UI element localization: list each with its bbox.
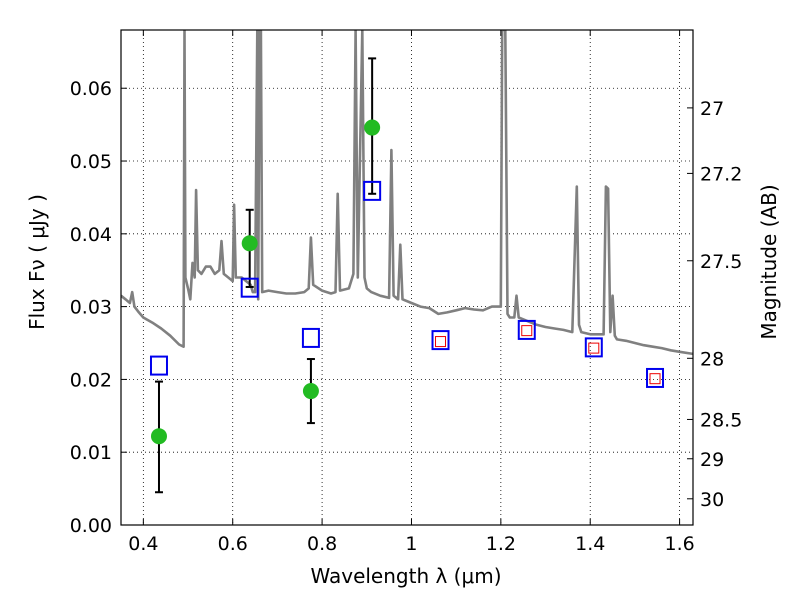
x-axis-title: Wavelength λ (μm) xyxy=(310,564,501,588)
y2-tick-label-3: 28 xyxy=(700,348,724,370)
y-tick-label-1: 0.01 xyxy=(70,442,112,464)
y2-tick-label-4: 28.5 xyxy=(700,409,742,431)
y-tick-label-6: 0.06 xyxy=(70,78,112,100)
y-tick-label-2: 0.02 xyxy=(70,369,112,391)
model-inner-point-2 xyxy=(588,342,600,354)
plot-frame xyxy=(120,29,694,526)
x-tick-label-1: 0.6 xyxy=(218,533,248,555)
y-tick-label-5: 0.05 xyxy=(70,151,112,173)
x-tick-label-5: 1.4 xyxy=(575,533,605,555)
model-point-2 xyxy=(301,327,320,348)
model-point-0 xyxy=(149,355,168,376)
y2-tick-label-5: 29 xyxy=(700,449,724,471)
y-tick-label-0: 0.00 xyxy=(70,515,112,537)
y2-axis-title: Magnitude (AB) xyxy=(757,184,781,339)
model-point-1 xyxy=(240,277,259,298)
markers xyxy=(149,57,665,494)
model-point-4 xyxy=(431,330,450,351)
y2-tick-label-1: 27.2 xyxy=(700,163,742,185)
observed-point-1 xyxy=(241,235,258,252)
axis-ticks: 0.4 0.6 0.8 1 1.2 1.4 1.6 0.00 0.01 0.02 0.03 0.04 0… xyxy=(70,30,742,555)
model-point-3 xyxy=(363,180,382,201)
y-tick-label-4: 0.04 xyxy=(70,224,112,246)
model-point-6 xyxy=(584,337,603,358)
model-point-5 xyxy=(517,319,536,340)
spectrum-line xyxy=(121,30,693,356)
model-inner-point-0 xyxy=(435,336,447,348)
observed-point-2 xyxy=(302,383,319,400)
y-tick-label-3: 0.03 xyxy=(70,297,112,319)
model-inner-point-1 xyxy=(521,325,533,337)
y2-tick-label-2: 27.5 xyxy=(700,251,742,273)
x-tick-label-6: 1.6 xyxy=(664,533,694,555)
observed-point-0 xyxy=(150,428,167,445)
y-axis-title: Flux Fν ( μJy ) xyxy=(25,194,49,330)
y2-tick-label-6: 30 xyxy=(700,489,724,511)
x-tick-label-2: 0.8 xyxy=(307,533,337,555)
x-tick-label-4: 1.2 xyxy=(486,533,516,555)
x-tick-label-0: 0.4 xyxy=(128,533,158,555)
model-point-7 xyxy=(646,367,665,388)
observed-point-3 xyxy=(364,119,381,136)
y2-tick-label-0: 27 xyxy=(700,98,724,120)
plot-area xyxy=(121,30,693,356)
model-inner-point-3 xyxy=(649,373,661,385)
x-tick-label-3: 1 xyxy=(405,533,417,555)
